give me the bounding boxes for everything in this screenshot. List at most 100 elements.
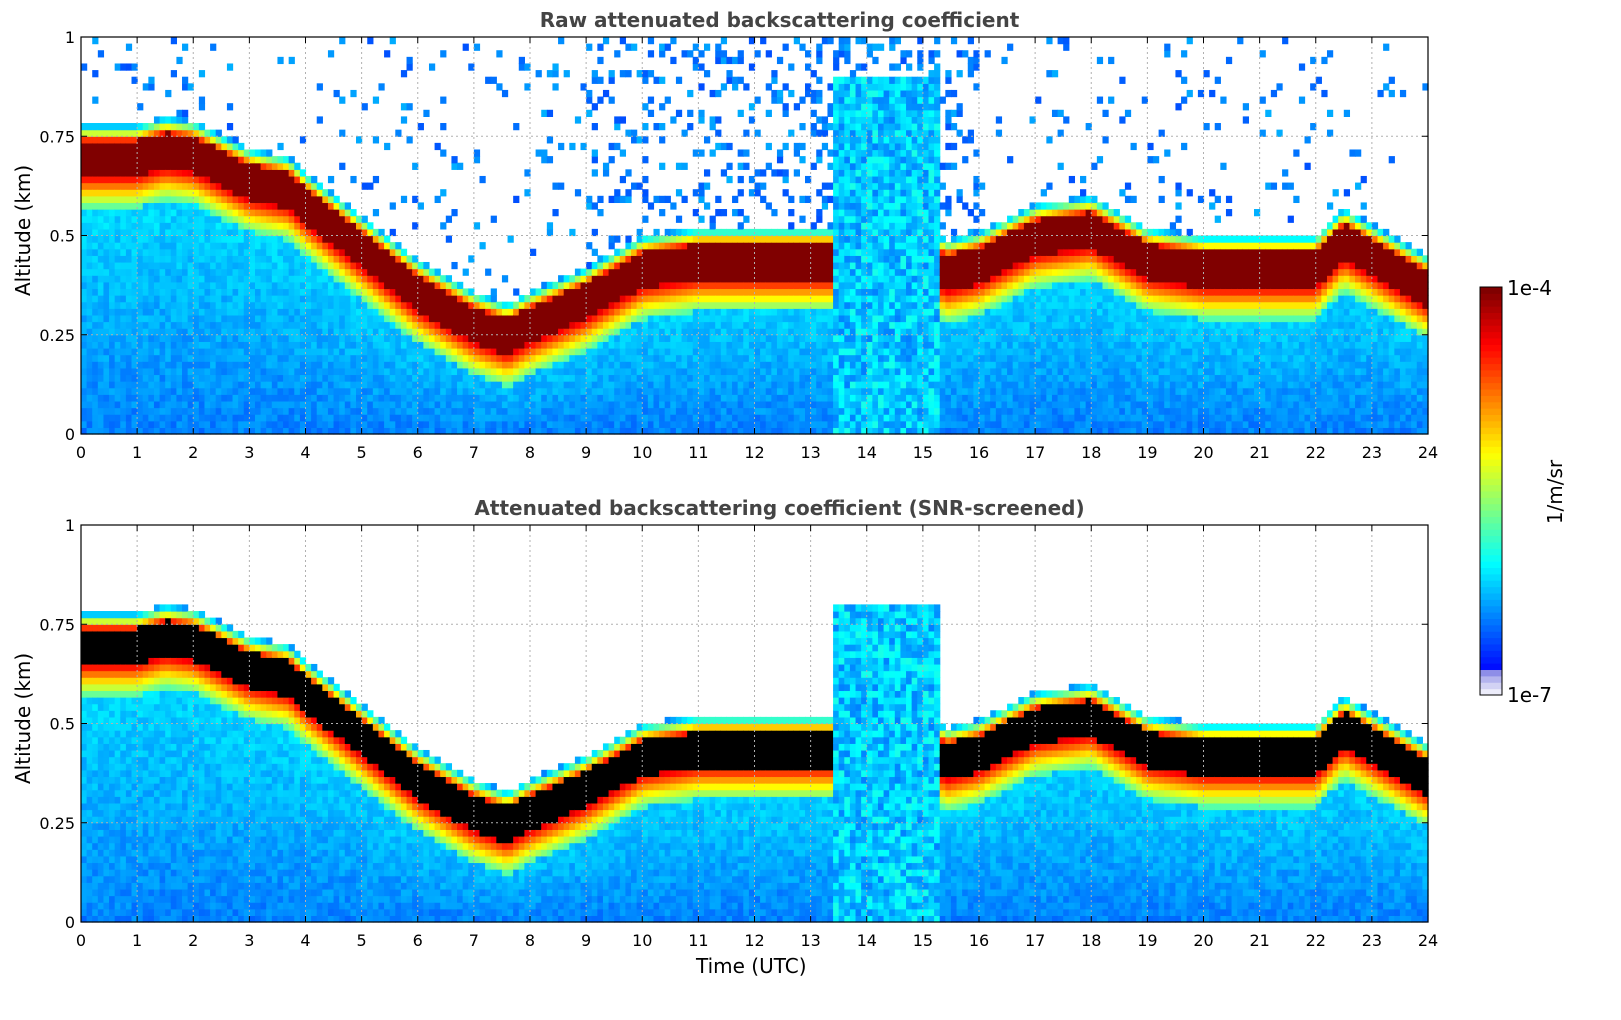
panel2-xtick-label: 11 (688, 931, 708, 950)
colorbar-segment (1480, 414, 1502, 422)
panel1-xtick-label: 8 (525, 443, 535, 462)
panel1-ytick-label: 0 (65, 425, 75, 444)
colorbar-segment (1480, 535, 1502, 543)
panel1-xtick-label: 17 (1025, 443, 1045, 462)
colorbar-segment (1480, 446, 1502, 454)
panel1-xtick-label: 23 (1362, 443, 1382, 462)
colorbar-label: 1/m/sr (1543, 459, 1567, 525)
panel2-xtick-label: 19 (1137, 931, 1157, 950)
x-axis-label: Time (UTC) (696, 954, 807, 978)
panel1-ytick-label: 0.75 (39, 127, 75, 146)
panel1-xtick-label: 15 (913, 443, 933, 462)
panel1-xtick-label: 6 (413, 443, 423, 462)
panel2-xtick-label: 21 (1249, 931, 1269, 950)
panel2-xtick-label: 17 (1025, 931, 1045, 950)
colorbar-segment (1480, 573, 1502, 581)
panel2-xtick-label: 13 (800, 931, 820, 950)
colorbar-segment (1480, 484, 1502, 492)
colorbar-frame (1479, 286, 1503, 696)
panel1-ytick-label: 0.5 (50, 227, 75, 246)
panel2-xtick-label: 15 (913, 931, 933, 950)
panel1-xtick-label: 20 (1193, 443, 1213, 462)
colorbar-segment (1480, 331, 1502, 339)
colorbar-segment (1480, 542, 1502, 549)
colorbar-segment (1480, 561, 1502, 569)
colorbar-segment (1480, 650, 1502, 658)
panel2-ytick-label: 0.5 (50, 715, 75, 734)
panel2-title: Attenuated backscattering coefficient (S… (474, 496, 1085, 520)
panel1-xtick-label: 4 (300, 443, 310, 462)
colorbar-segment (1480, 669, 1502, 677)
panel1-xtick-label: 22 (1306, 443, 1326, 462)
panel1-xtick-label: 5 (357, 443, 367, 462)
panel2-xtick-label: 20 (1193, 931, 1213, 950)
panel2-xtick-label: 9 (581, 931, 591, 950)
colorbar-segment (1480, 503, 1502, 511)
colorbar-segment (1480, 433, 1502, 441)
colorbar-segment (1480, 465, 1502, 473)
panel2-xtick-label: 3 (244, 931, 254, 950)
colorbar-segment (1480, 299, 1502, 307)
colorbar-segment (1480, 382, 1502, 390)
panel1-xtick-label: 21 (1249, 443, 1269, 462)
colorbar-segment (1480, 618, 1502, 626)
panel1-xtick-label: 12 (744, 443, 764, 462)
panel2-xtick-label: 10 (632, 931, 652, 950)
panel1-xtick-label: 18 (1081, 443, 1101, 462)
colorbar-segment (1480, 427, 1502, 435)
panel2-ytick-label: 0.25 (39, 814, 75, 833)
panel2-ytick-label: 0.75 (39, 615, 75, 634)
panel1-xtick-label: 2 (188, 443, 198, 462)
panel1-xtick-label: 1 (132, 443, 142, 462)
colorbar-segment (1480, 637, 1502, 645)
panel2-xtick-label: 22 (1306, 931, 1326, 950)
colorbar-segment (1480, 478, 1502, 486)
colorbar-segment (1480, 682, 1502, 690)
colorbar-segment (1480, 312, 1502, 320)
colorbar-segment (1480, 497, 1502, 505)
panel1-title: Raw attenuated backscattering coefficien… (539, 8, 1020, 32)
colorbar-segment (1480, 529, 1502, 537)
panel1-ytick-label: 1 (65, 28, 75, 47)
colorbar-segment (1480, 656, 1502, 664)
panel2-xtick-label: 8 (525, 931, 535, 950)
colorbar-segment (1480, 663, 1502, 671)
colorbar-segment (1480, 459, 1502, 467)
colorbar-segment (1480, 593, 1502, 600)
panel1-xtick-label: 10 (632, 443, 652, 462)
panel2-xtick-label: 2 (188, 931, 198, 950)
panel1-xtick-label: 16 (969, 443, 989, 462)
panel2-xtick-label: 7 (469, 931, 479, 950)
colorbar-segment (1480, 363, 1502, 371)
panel2-xtick-label: 14 (857, 931, 877, 950)
colorbar-segment (1480, 688, 1502, 696)
colorbar-segment (1480, 612, 1502, 620)
panel2-ytick-label: 0 (65, 913, 75, 932)
panel2-xtick-label: 18 (1081, 931, 1101, 950)
colorbar-segment (1480, 675, 1502, 683)
panel1-xtick-label: 13 (800, 443, 820, 462)
colorbar-segment (1480, 325, 1502, 333)
colorbar-segment (1480, 287, 1502, 294)
colorbar-max-label: 1e-4 (1507, 276, 1552, 300)
panel1-ytick-label: 0.25 (39, 326, 75, 345)
panel1-plot: 0 1 2 3 4 5 6 7 8 9 10 11 12 13 14 15 16 17 18 19 20 21 22 23 24… (39, 28, 1438, 462)
panel2-xtick-label: 16 (969, 931, 989, 950)
panel1-xtick-label: 0 (76, 443, 86, 462)
panel2-xtick-label: 1 (132, 931, 142, 950)
panel2-xtick-label: 4 (300, 931, 310, 950)
colorbar-segment (1480, 389, 1502, 396)
panel2-xtick-label: 12 (744, 931, 764, 950)
panel2-xtick-label: 5 (357, 931, 367, 950)
panel1-xtick-label: 11 (688, 443, 708, 462)
colorbar-segment (1480, 599, 1502, 607)
colorbar-segment (1480, 401, 1502, 409)
colorbar-segment (1480, 306, 1502, 314)
colorbar-segment (1480, 376, 1502, 384)
panel1-xtick-label: 7 (469, 443, 479, 462)
panel1-xtick-label: 9 (581, 443, 591, 462)
panel1-xtick-label: 24 (1418, 443, 1438, 462)
colorbar-segment (1480, 357, 1502, 365)
panel2-xtick-label: 6 (413, 931, 423, 950)
colorbar-segment (1480, 624, 1502, 632)
